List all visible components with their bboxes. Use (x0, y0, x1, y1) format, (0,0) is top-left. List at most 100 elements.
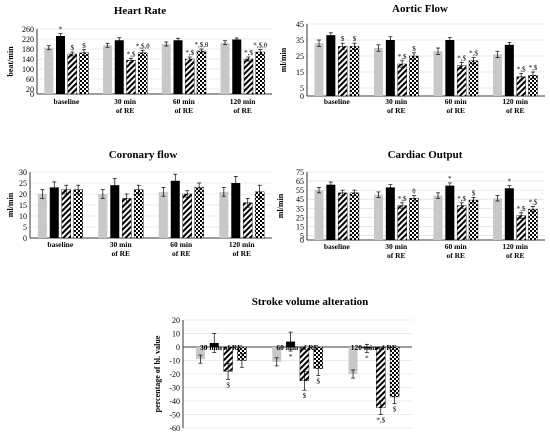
y-tick-label: 100 (22, 65, 34, 74)
y-axis-label: ml/min (276, 193, 285, 218)
chart-title: Cardiac Output (388, 149, 463, 161)
bar-series-1 (504, 188, 514, 240)
y-tick-label: 0 (176, 343, 180, 352)
category-label: 120 min of RE (351, 343, 397, 352)
significance-mark: $ (341, 35, 345, 43)
category-label: 30 min of RE (385, 97, 408, 115)
chart-title: Heart Rate (114, 5, 166, 17)
chart-title: Aortic Flow (392, 3, 448, 15)
y-tick-label: 260 (22, 25, 34, 34)
bar-series-0 (158, 191, 168, 238)
bar-series-0 (374, 194, 384, 240)
bar-series-0 (374, 48, 384, 96)
significance-mark: *,$ (517, 66, 526, 74)
y-tick-label: -20 (169, 370, 180, 379)
category-label: 120 min of RE (229, 240, 255, 258)
bar-series-3 (133, 189, 144, 239)
bar-series-2 (67, 53, 77, 95)
y-tick-label: 20 (26, 85, 34, 94)
y-tick-label: 5 (300, 231, 304, 240)
bar-series-0 (433, 51, 443, 96)
significance-mark: *,$,θ (195, 41, 210, 49)
y-tick-label: 45 (296, 195, 304, 204)
y-tick-label: 5 (300, 84, 304, 93)
significance-mark: * (365, 354, 369, 362)
y-tick-label: 0 (23, 234, 27, 243)
significance-mark: *,$ (398, 53, 407, 61)
bar-series-3 (138, 52, 148, 95)
y-tick-label: 25 (296, 52, 304, 61)
bar-series-3 (349, 192, 360, 241)
y-tick-label: 10 (19, 212, 27, 221)
bar-series-2 (61, 189, 71, 239)
significance-mark: $ (317, 377, 321, 385)
significance-mark: θ (412, 188, 416, 196)
chart-title: Coronary flow (109, 149, 178, 161)
bar-series-2 (185, 58, 195, 95)
y-axis-label: percentage of bl. value (153, 335, 162, 412)
significance-mark: *,$ (469, 50, 478, 58)
bar-series-1 (504, 44, 514, 96)
bar-series-3 (389, 346, 400, 398)
bar-series-2 (243, 58, 254, 95)
y-tick-label: 25 (296, 213, 304, 222)
category-label: 30 min of RE (110, 240, 133, 258)
significance-mark: *,$ (529, 198, 538, 206)
y-tick-label: 15 (19, 201, 27, 210)
y-tick-label: 30 (19, 168, 27, 177)
y-tick-label: 0 (300, 92, 304, 101)
significance-mark: *,$ (127, 50, 136, 58)
bar-series-1 (445, 40, 455, 96)
bar-series-2 (182, 193, 192, 239)
bar-series-0 (37, 194, 47, 238)
y-axis-label: ml/min (279, 47, 288, 72)
category-label: 120 min of RE (502, 242, 528, 260)
bar-series-1 (445, 185, 455, 240)
y-tick-label: 180 (22, 45, 34, 54)
bar-series-1 (173, 40, 183, 94)
category-label: 60 min of RE (445, 242, 468, 260)
bar-series-0 (219, 191, 229, 238)
bar-series-2 (397, 63, 407, 97)
significance-mark: $ (353, 35, 357, 43)
bar-series-1 (170, 180, 180, 238)
significance-mark: $ (412, 45, 416, 53)
bar-series-0 (195, 347, 205, 360)
significance-mark: *,$ (529, 64, 538, 72)
bar-series-3 (468, 60, 479, 97)
significance-mark: * (508, 178, 512, 186)
bar-series-3 (409, 198, 419, 241)
bar-series-2 (516, 215, 526, 241)
chart-title: Stroke volume alteration (252, 296, 369, 308)
y-tick-label: 220 (22, 35, 34, 44)
bar-series-1 (49, 187, 59, 238)
bar-series-0 (44, 47, 54, 94)
y-tick-label: -50 (169, 411, 180, 420)
bar-series-1 (56, 36, 66, 94)
bar-series-2 (456, 65, 467, 97)
significance-mark: * (289, 353, 293, 361)
significance-mark: *,$ (244, 49, 253, 57)
bar-series-3 (409, 55, 419, 97)
category-label: 120 min of RE (502, 97, 528, 115)
y-tick-label: 65 (296, 177, 304, 186)
y-tick-label: 35 (296, 36, 304, 45)
category-label: baseline (53, 97, 80, 106)
bar-series-0 (348, 347, 358, 374)
bar-series-0 (272, 347, 282, 362)
y-tick-label: -30 (169, 384, 180, 393)
bar-series-1 (231, 183, 241, 238)
y-axis-label: beat/min (6, 46, 15, 77)
significance-mark: * (448, 175, 452, 183)
y-tick-label: 25 (19, 179, 27, 188)
bar-series-3 (468, 199, 479, 241)
significance-mark: $ (226, 381, 230, 389)
y-tick-label: 60 (26, 75, 34, 84)
significance-mark: *,$ (376, 417, 385, 425)
bar-series-1 (385, 187, 395, 240)
significance-mark: *,$ (457, 195, 466, 203)
bar-series-3 (255, 51, 265, 95)
